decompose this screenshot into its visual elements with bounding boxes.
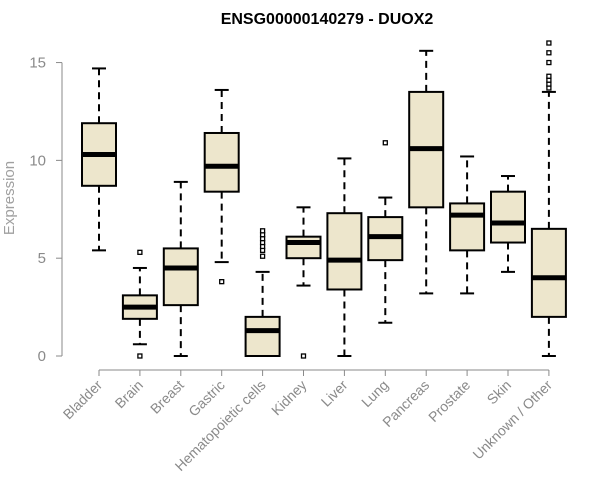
outlier-point [259, 228, 266, 234]
box-group [244, 228, 281, 357]
outlier-point [546, 59, 552, 66]
iqr-box [244, 315, 281, 357]
box-group [203, 88, 240, 285]
outlier-point [219, 279, 225, 285]
x-tick-label: Lung [358, 377, 391, 410]
x-tick-label: Prostate [425, 377, 473, 425]
outlier-point [300, 353, 307, 359]
iqr-box [285, 235, 322, 260]
box-group [162, 180, 199, 357]
y-axis-label: Expression [1, 161, 18, 235]
iqr-box [490, 190, 526, 244]
box-group [367, 140, 404, 324]
outlier-point [137, 249, 143, 255]
chart-title: ENSG00000140279 - DUOX2 [221, 11, 434, 28]
box-group [81, 67, 117, 252]
iqr-box [449, 202, 486, 252]
y-axis: 0 5 10 15 [29, 55, 63, 365]
iqr-box [530, 227, 567, 318]
box-group [408, 49, 445, 295]
x-tick-label: Liver [318, 377, 351, 410]
box-group [490, 175, 526, 273]
outlier-point [137, 353, 143, 359]
outlier-point [259, 253, 266, 259]
box-group [285, 206, 322, 359]
y-tick-label: 10 [29, 152, 46, 169]
outlier-point [546, 40, 552, 46]
x-tick-label: Brain [112, 377, 146, 411]
box-group [530, 40, 567, 357]
x-tick-label: Kidney [268, 377, 310, 419]
y-tick-label: 15 [29, 55, 46, 72]
x-tick-label: Bladder [60, 377, 106, 423]
iqr-box [162, 247, 199, 307]
x-tick-label: Skin [484, 377, 515, 408]
box-group [449, 155, 486, 295]
y-tick-label: 0 [38, 348, 46, 365]
outlier-point [546, 50, 552, 56]
box-group [326, 157, 363, 357]
boxplot-series [81, 40, 567, 359]
x-tick-label: Breast [147, 377, 187, 417]
box-group [121, 249, 158, 359]
outlier-point [382, 140, 388, 146]
outlier-point [546, 73, 552, 79]
iqr-box [326, 212, 363, 291]
y-tick-label: 5 [38, 250, 46, 267]
iqr-box [203, 131, 240, 193]
